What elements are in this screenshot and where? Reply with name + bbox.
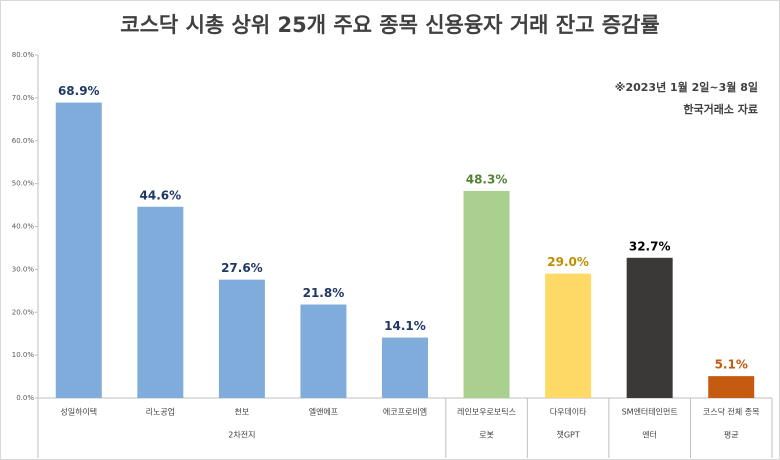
y-tick-label: 40.0%: [12, 223, 35, 231]
bar: [137, 206, 184, 398]
value-label: 48.3%: [466, 172, 508, 186]
bar: [626, 257, 673, 398]
y-tick-label: 20.0%: [12, 308, 35, 316]
group-label: 챗GPT: [556, 430, 579, 440]
y-tick-label: 70.0%: [12, 94, 35, 102]
x-tick-label: 천보: [235, 407, 250, 417]
value-label: 5.1%: [715, 358, 748, 372]
annotation: 한국거래소 자료: [683, 102, 758, 116]
bar: [218, 279, 265, 398]
value-label: 44.6%: [140, 188, 182, 202]
group-label: 2차전지: [228, 430, 255, 440]
value-label: 68.9%: [58, 84, 100, 98]
x-tick-label: 성일하이텍: [60, 407, 97, 417]
bar: [545, 273, 592, 398]
y-tick-label: 10.0%: [12, 351, 35, 359]
value-label: 14.1%: [384, 319, 426, 333]
group-label: 평균: [724, 430, 739, 440]
y-tick-label: 80.0%: [12, 51, 35, 59]
x-tick-label: 에코프로비엠: [383, 407, 427, 417]
x-tick-label: 레인보우로보틱스: [457, 407, 516, 417]
annotation: ※2023년 1월 2일~3월 8일: [615, 80, 758, 94]
bar: [463, 190, 510, 398]
x-tick-label: 다우데이타: [550, 407, 587, 417]
bar: [708, 376, 755, 398]
y-tick-label: 0.0%: [16, 394, 34, 402]
bar: [55, 102, 102, 398]
value-label: 32.7%: [629, 239, 671, 253]
x-tick-label: 리노공업: [146, 408, 175, 417]
x-tick-label: 코스닥 전체 종목: [703, 407, 760, 417]
bar: [300, 304, 347, 398]
y-tick-label: 30.0%: [12, 265, 35, 273]
group-label: 로봇: [479, 431, 494, 440]
x-tick-label: SM엔터테인먼트: [622, 407, 678, 417]
x-tick-label: 엘앤에프: [309, 407, 338, 417]
y-tick-label: 50.0%: [12, 180, 35, 188]
chart-title: 코스닥 시총 상위 25개 주요 종목 신용융자 거래 잔고 증감률: [120, 13, 659, 37]
value-label: 29.0%: [547, 255, 589, 269]
y-tick-label: 60.0%: [12, 137, 35, 145]
value-label: 21.8%: [303, 286, 345, 300]
group-label: 엔터: [642, 430, 657, 440]
bar: [382, 337, 428, 398]
value-label: 27.6%: [221, 261, 263, 275]
